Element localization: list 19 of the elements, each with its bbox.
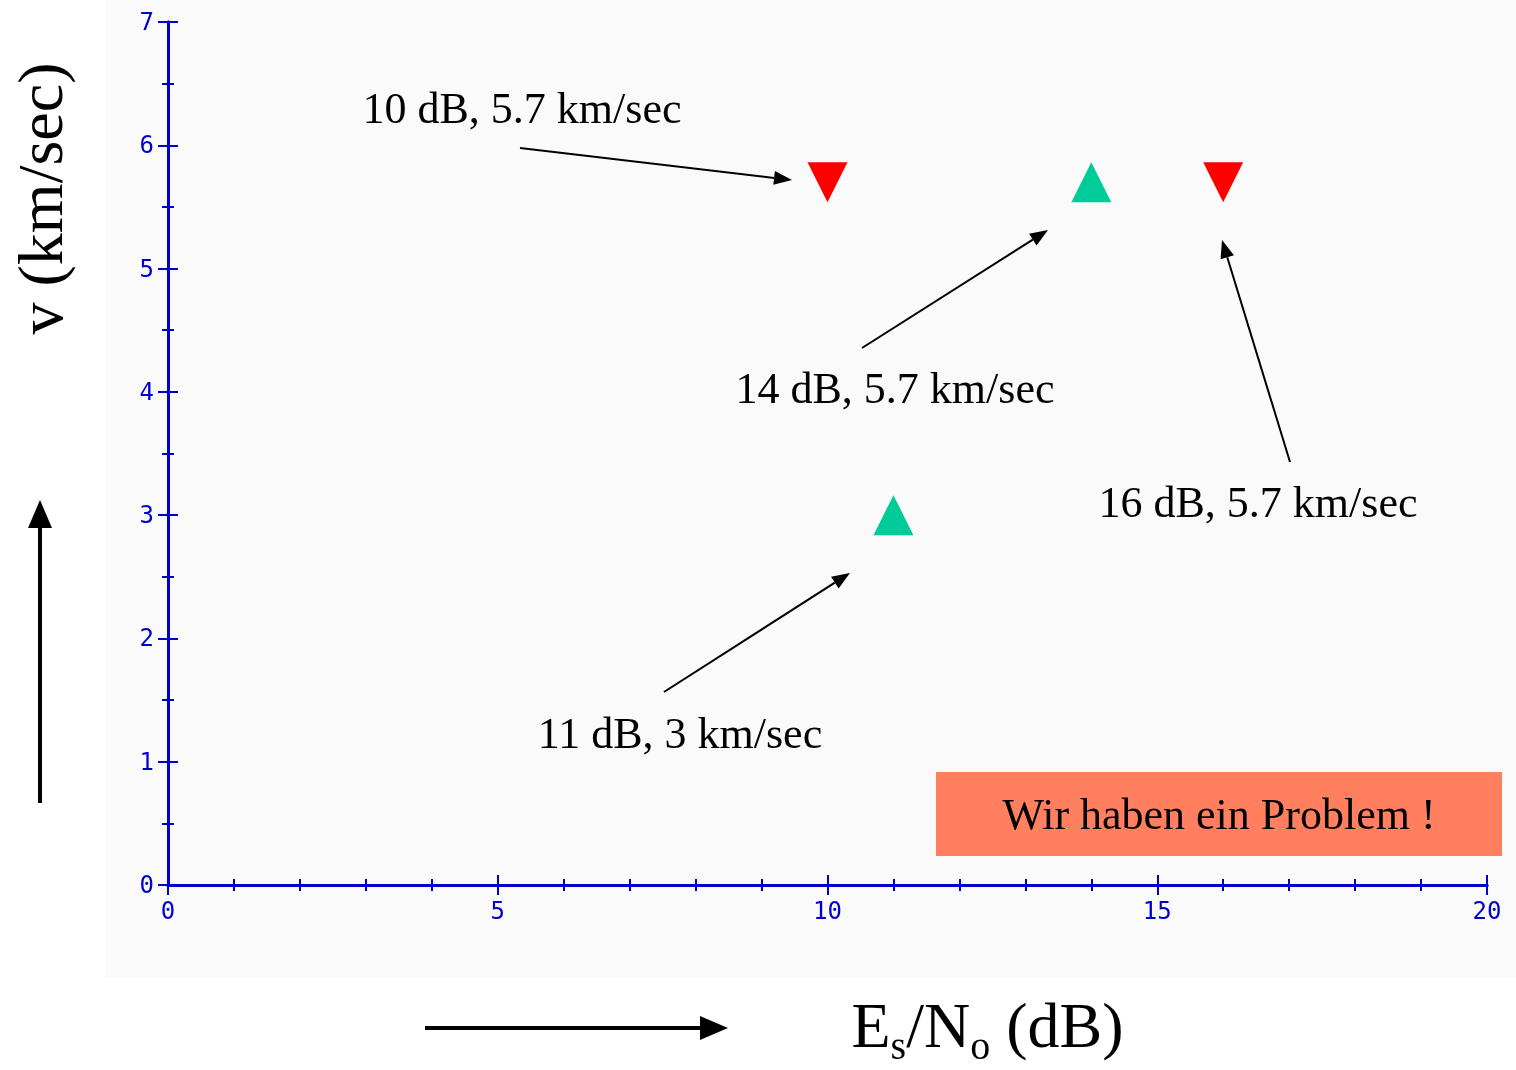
- y-axis-title: v (km/sec): [4, 62, 76, 335]
- x-tick-label: 5: [490, 897, 505, 925]
- x-tick-label: 10: [813, 897, 842, 925]
- y-tick-label: 3: [139, 501, 154, 530]
- annotation: 14 dB, 5.7 km/sec: [735, 363, 1055, 413]
- y-tick-label: 2: [139, 624, 154, 653]
- y-tick-label: 0: [139, 871, 154, 899]
- y-tick-label: 4: [139, 377, 154, 406]
- annotation: 16 dB, 5.7 km/sec: [1098, 477, 1418, 527]
- y-tick-label: 6: [139, 131, 154, 160]
- annotation: Wir haben ein Problem !: [1002, 789, 1436, 839]
- y-tick-label: 5: [139, 254, 154, 283]
- y-tick-label: 1: [139, 747, 154, 776]
- x-tick-label: 0: [160, 897, 176, 925]
- annotation: 11 dB, 3 km/sec: [537, 708, 823, 758]
- y-tick-label: 7: [139, 8, 154, 36]
- x-tick-label: 15: [1142, 897, 1172, 925]
- annotation: 10 dB, 5.7 km/sec: [362, 83, 682, 133]
- x-tick-label: 20: [1472, 897, 1502, 925]
